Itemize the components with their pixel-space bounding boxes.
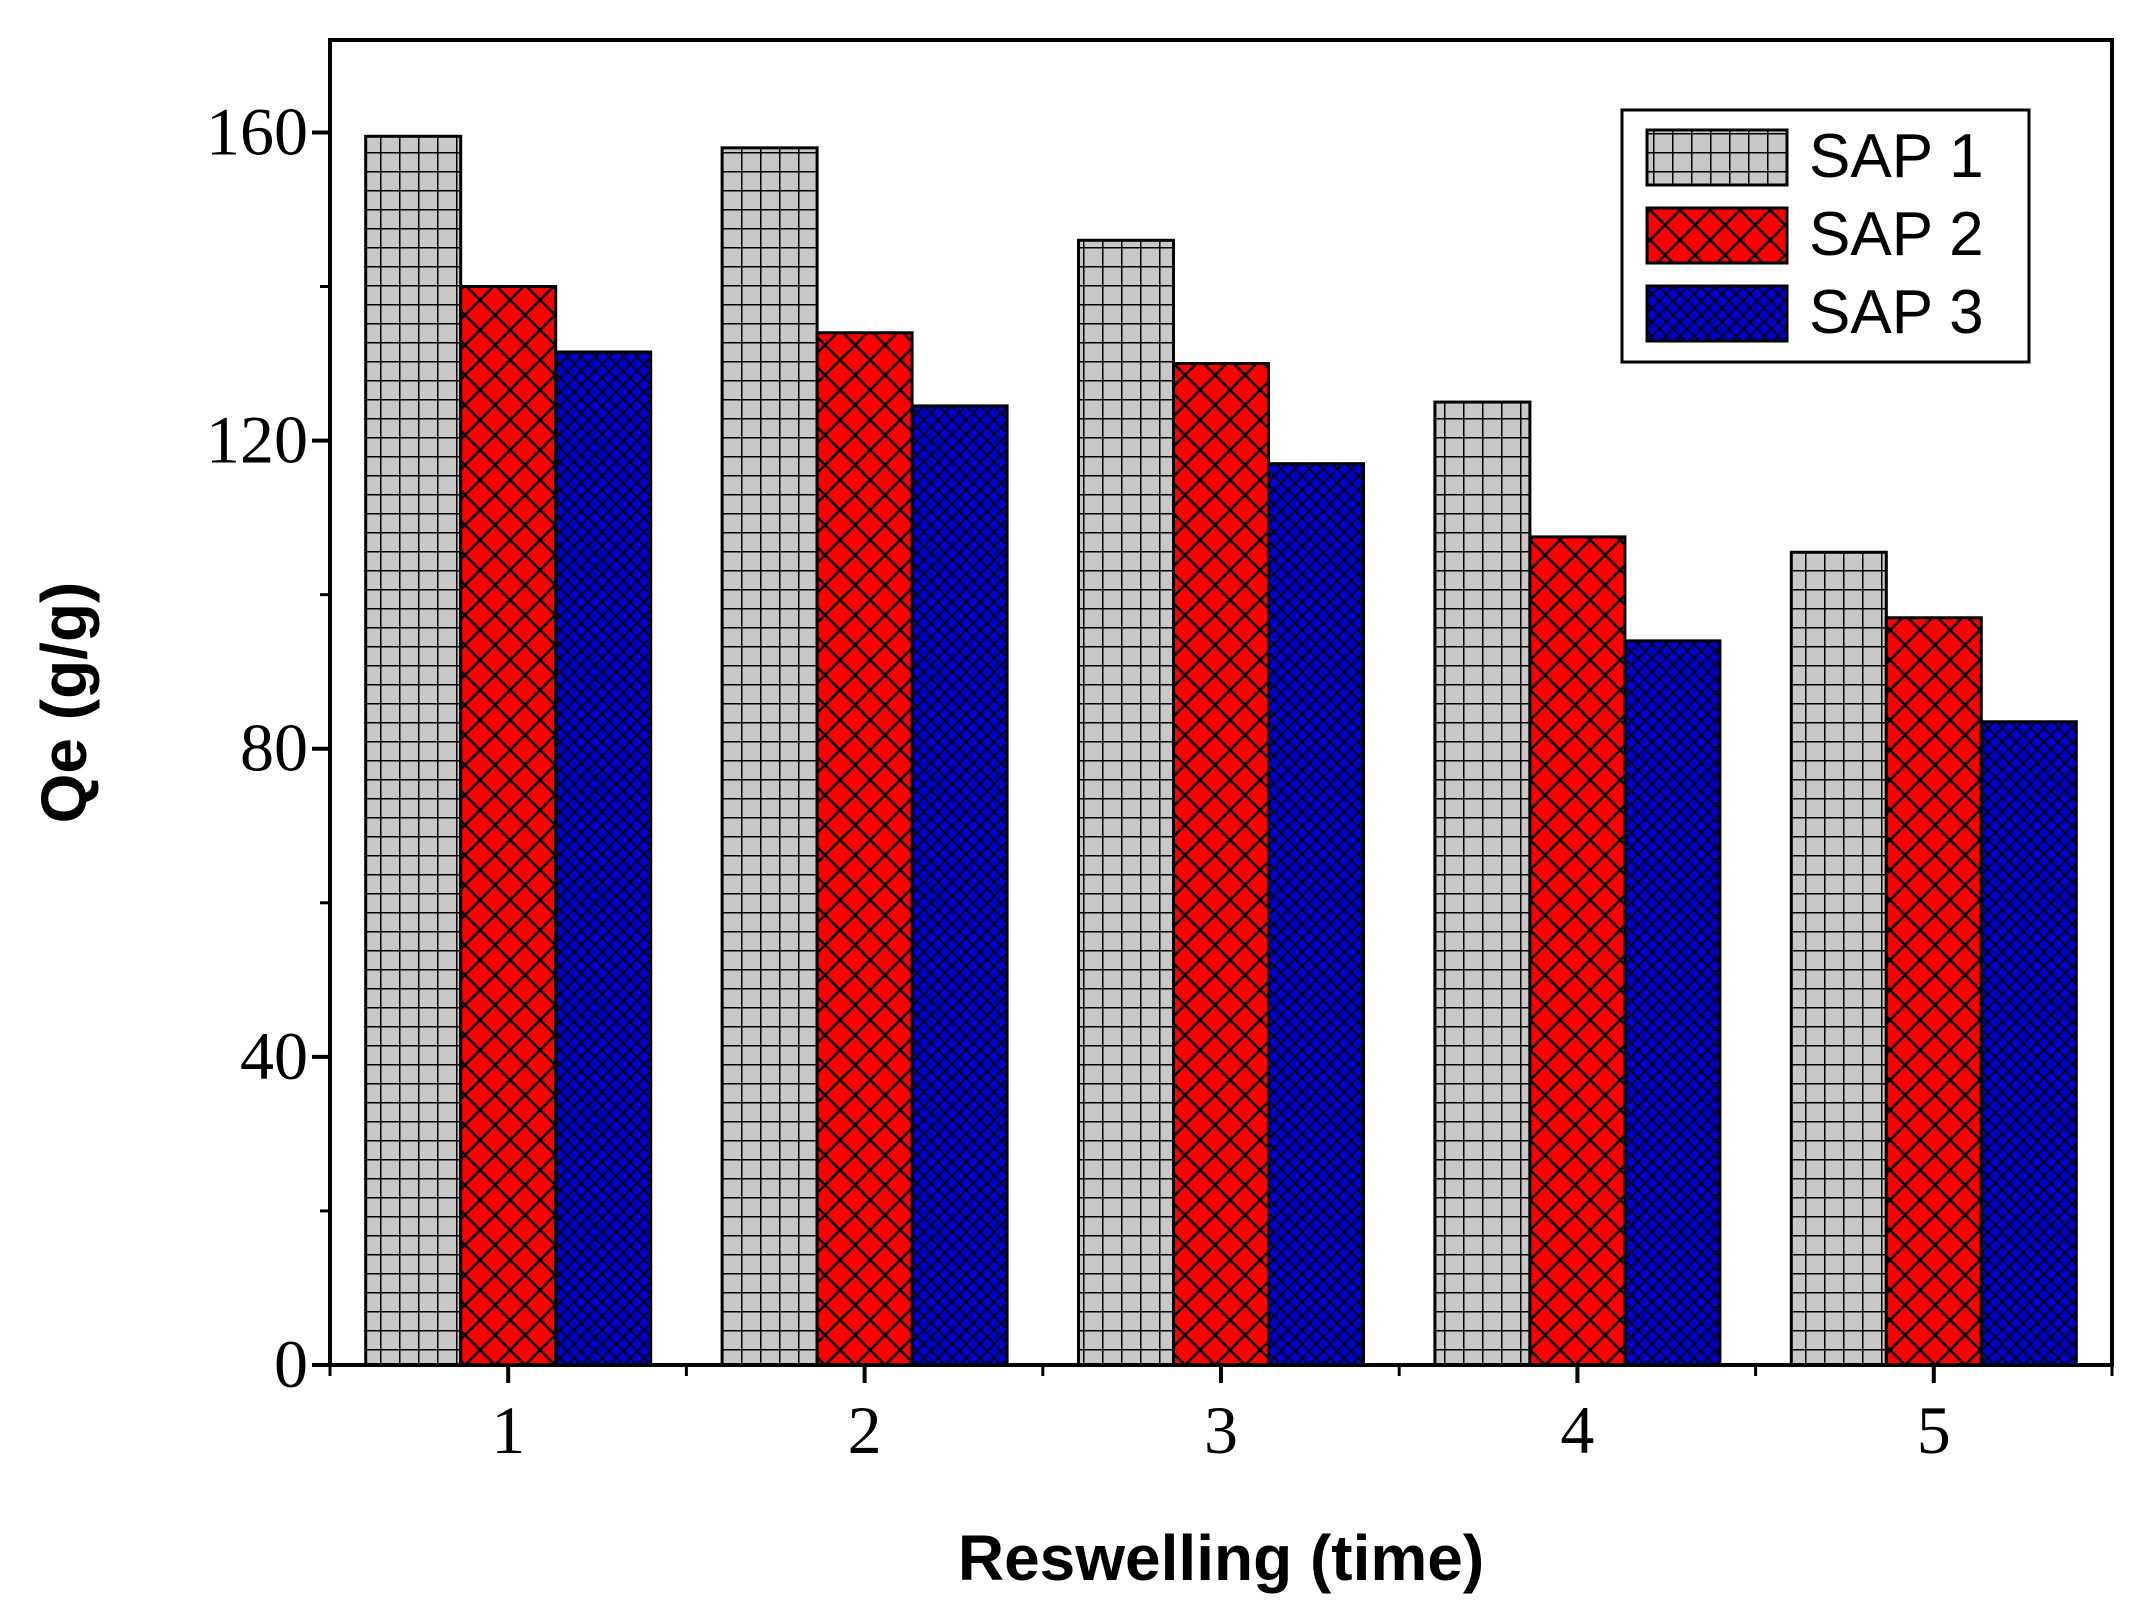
x-axis-title: Reswelling (time) bbox=[958, 1522, 1484, 1594]
x-tick-label: 5 bbox=[1917, 1392, 1951, 1468]
x-tick-label: 1 bbox=[491, 1392, 525, 1468]
bar-sap-3-5 bbox=[1979, 720, 2078, 1367]
x-tick-label: 4 bbox=[1560, 1392, 1594, 1468]
bar-sap-1-3 bbox=[1077, 238, 1175, 1367]
y-tick-label: 0 bbox=[274, 1326, 308, 1402]
legend-swatch-sap-2 bbox=[1645, 206, 1789, 265]
y-axis-title: Qe (g/g) bbox=[28, 582, 100, 824]
bar-sap-3-2 bbox=[910, 404, 1009, 1367]
bar-sap-3-1 bbox=[554, 350, 653, 1367]
y-tick-label: 40 bbox=[240, 1018, 308, 1094]
bar-sap-2-2 bbox=[815, 331, 914, 1367]
legend-swatch-sap-1 bbox=[1645, 128, 1789, 187]
bar-sap-3-3 bbox=[1267, 462, 1365, 1367]
y-tick-label: 80 bbox=[240, 710, 308, 786]
bar-sap-1-2 bbox=[720, 146, 819, 1367]
x-tick-label: 2 bbox=[848, 1392, 882, 1468]
y-tick-label: 120 bbox=[206, 402, 308, 478]
bar-sap-1-1 bbox=[364, 134, 463, 1367]
bar-sap-3-4 bbox=[1623, 639, 1722, 1367]
legend-swatch-sap-3 bbox=[1645, 284, 1789, 343]
x-tick-label: 3 bbox=[1204, 1392, 1238, 1468]
bar-sap-2-5 bbox=[1884, 616, 1983, 1367]
legend-label: SAP 1 bbox=[1809, 122, 1984, 191]
bar-sap-2-3 bbox=[1172, 362, 1270, 1367]
bar-sap-2-4 bbox=[1528, 535, 1627, 1367]
legend-label: SAP 3 bbox=[1809, 278, 1984, 347]
y-tick-label: 160 bbox=[206, 93, 308, 169]
bar-sap-2-1 bbox=[459, 285, 558, 1367]
legend-label: SAP 2 bbox=[1809, 200, 1984, 269]
bar-sap-1-5 bbox=[1789, 550, 1888, 1367]
bar-sap-1-4 bbox=[1433, 400, 1532, 1367]
